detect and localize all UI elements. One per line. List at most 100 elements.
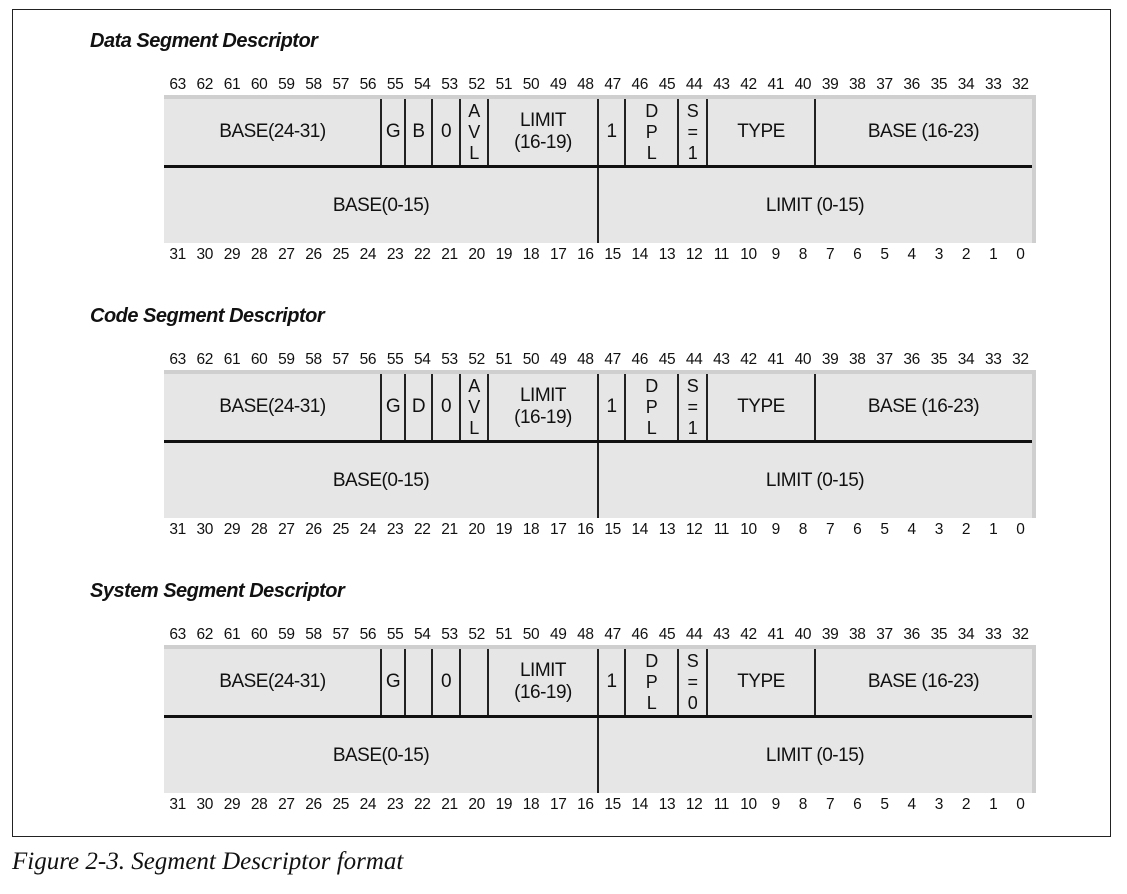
bit-number: 60 [250,626,268,643]
field-divider [380,649,382,715]
bit-number: 57 [332,351,349,368]
bit-number: 45 [658,351,676,368]
field-divider [431,649,433,715]
s-bit-field: S = 1 [678,99,707,165]
register-shadow [164,370,1032,374]
bit-number: 23 [386,246,404,263]
bit-number: 3 [934,796,944,813]
field-divider [597,649,599,715]
bit-number: 50 [522,351,540,368]
zero-bit-field: 0 [440,671,452,692]
type-field: TYPE [737,121,785,142]
bit-number: 53 [441,351,458,368]
bit-number: 48 [577,76,594,93]
bit-number: 51 [495,76,513,93]
dpl-field-char: D [645,100,658,121]
bit-number: 34 [957,76,975,93]
bit-number: 62 [196,351,214,368]
zero-bit-field: 0 [440,121,452,142]
bit-number: 4 [907,796,917,813]
bit-number: 28 [250,246,268,263]
bit-number: 8 [798,521,808,538]
bit-number: 39 [821,351,839,368]
type-field: TYPE [737,396,785,417]
db-bit-field: D [411,396,426,417]
bit-number: 3 [934,521,944,538]
limit-16-19-stack: LIMIT (16-19) [514,110,572,154]
bit-row-low: 31 30 29 28 27 26 25 24 23 22 21 20 19 18 17 16 15 14 13 12… [164,246,1034,266]
limit-16-19-field: LIMIT (16-19) [488,649,598,715]
bit-number: 52 [468,351,485,368]
s-bit-field-stack: S = 1 [687,101,699,164]
bit-number: 1 [989,521,998,538]
bit-number: 0 [1016,246,1025,263]
bit-number: 44 [685,76,703,93]
bit-number: 52 [468,76,485,93]
field-divider [459,649,461,715]
bit-number: 63 [169,76,186,93]
bit-number: 48 [577,626,594,643]
field-divider [706,374,708,440]
bit-number: 28 [250,521,268,538]
bit-number: 28 [250,796,268,813]
bit-number: 10 [740,796,757,813]
field-divider [677,649,679,715]
bit-number: 39 [821,76,839,93]
bit-number: 21 [441,246,458,263]
bit-number: 35 [930,351,948,368]
bit-number: 52 [468,626,485,643]
present-bit-field: 1 [606,671,617,692]
bit-number: 2 [961,246,971,263]
register-shadow [1032,95,1036,243]
field-divider [624,374,626,440]
bit-number: 29 [223,521,241,538]
bit-number: 20 [468,521,485,538]
bit-number: 57 [332,76,349,93]
field-divider [404,649,406,715]
s-bit-field-stack: S = 1 [687,376,699,439]
base-0-15-field: BASE(0-15) [332,744,430,766]
bit-number: 16 [577,521,594,538]
dpl-field-char: L [646,692,657,713]
bit-number: 42 [740,626,757,643]
bit-number: 15 [604,796,621,813]
bit-number: 61 [223,351,241,368]
bit-number: 4 [907,521,917,538]
bit-number: 56 [359,76,377,93]
bit-number: 35 [930,626,948,643]
bit-number: 17 [549,796,567,813]
field-divider [459,99,461,165]
bit-number: 33 [984,626,1002,643]
base-24-31-field: BASE(24-31) [219,671,326,692]
base-0-15-field: BASE(0-15) [332,194,430,216]
bit-number: 55 [386,351,404,368]
s-bit-field-char: 1 [687,417,698,438]
bit-number: 36 [903,626,920,643]
bit-number: 5 [880,246,889,263]
bit-number: 51 [495,626,513,643]
bit-number: 29 [223,246,241,263]
bit-row-low: 31 30 29 28 27 26 25 24 23 22 21 20 19 18 17 16 15 14 13 12… [164,521,1034,541]
bit-number: 18 [522,521,540,538]
base-16-23-field: BASE (16-23) [867,121,980,142]
bit-number: 20 [468,796,485,813]
register-half-separator [164,440,1032,443]
bit-number: 63 [169,626,186,643]
bit-number: 11 [713,521,730,538]
limit-16-19-stack: LIMIT (16-19) [514,385,572,429]
avl-bit-field-char: A [468,375,480,396]
bit-number: 13 [658,521,676,538]
bit-number: 9 [771,246,781,263]
bit-number: 16 [577,246,594,263]
bit-number: 19 [495,521,513,538]
bit-number: 31 [169,246,186,263]
bit-number: 37 [876,626,893,643]
bit-number: 32 [1012,351,1029,368]
bit-number: 13 [658,246,676,263]
base-0-15-field: BASE(0-15) [332,469,430,491]
bit-number: 50 [522,76,540,93]
limit-0-15-field: LIMIT (0-15) [765,469,865,491]
